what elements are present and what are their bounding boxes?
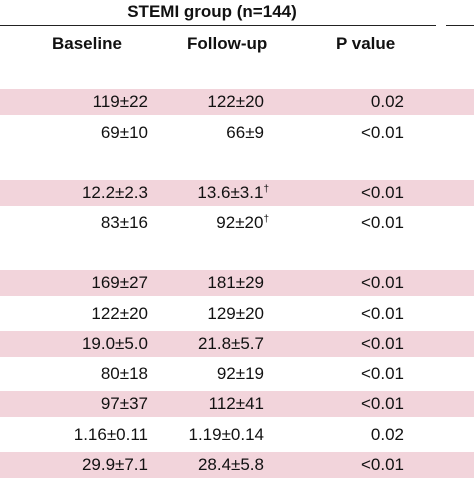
followup-value: 92±19	[216, 364, 264, 383]
baseline-cell: 19.0±5.0	[81, 334, 148, 353]
pvalue-cell: <0.01	[360, 364, 404, 383]
table-row: 80±18 92±19 <0.01	[0, 361, 474, 387]
followup-value: 112±41	[208, 394, 264, 413]
title-rule	[0, 25, 436, 26]
header-pvalue: P value	[336, 34, 396, 53]
followup-value: 122±20	[207, 92, 264, 111]
baseline-cell: 122±20	[91, 304, 148, 323]
followup-cell: 13.6±3.1†	[197, 180, 269, 206]
table-row: 12.2±2.3 13.6±3.1† <0.01	[0, 180, 474, 206]
followup-value: 66±9	[226, 123, 264, 142]
followup-cell: 1.19±0.14	[188, 422, 264, 448]
followup-cell: 66±9	[226, 120, 264, 146]
pvalue-cell: <0.01	[360, 213, 404, 232]
table-row: 69±10 66±9 <0.01	[0, 120, 474, 146]
table-row: 97±37 112±41 <0.01	[0, 391, 474, 417]
pvalue-cell: <0.01	[360, 183, 404, 202]
pvalue-cell: <0.01	[360, 334, 404, 353]
followup-cell: 181±29	[207, 270, 264, 296]
followup-value: 13.6±3.1	[197, 183, 264, 202]
title-rule-adjacent	[446, 25, 474, 26]
dagger-mark: †	[263, 214, 269, 225]
baseline-cell: 29.9±7.1	[81, 455, 148, 474]
followup-cell: 129±20	[207, 301, 264, 327]
followup-value: 1.19±0.14	[188, 425, 264, 444]
pvalue-cell: <0.01	[360, 304, 404, 323]
table-row: 169±27 181±29 <0.01	[0, 270, 474, 296]
followup-value: 181±29	[207, 273, 264, 292]
group-title: STEMI group (n=144)	[127, 2, 297, 21]
table-row: 83±16 92±20† <0.01	[0, 210, 474, 236]
table-row: 29.9±7.1 28.4±5.8 <0.01	[0, 452, 474, 478]
baseline-cell: 83±16	[100, 213, 148, 232]
followup-cell: 28.4±5.8	[198, 452, 264, 478]
followup-cell: 122±20	[207, 89, 264, 115]
baseline-cell: 97±37	[100, 394, 148, 413]
pvalue-cell: <0.01	[360, 455, 404, 474]
header-baseline: Baseline	[52, 34, 122, 53]
baseline-cell: 69±10	[100, 123, 148, 142]
pvalue-cell: <0.01	[360, 273, 404, 292]
pvalue-cell: 0.02	[370, 425, 404, 444]
baseline-cell: 169±27	[91, 273, 148, 292]
followup-value: 129±20	[207, 304, 264, 323]
table-row: 1.16±0.11 1.19±0.14 0.02	[0, 422, 474, 448]
baseline-cell: 80±18	[100, 364, 148, 383]
followup-cell: 21.8±5.7	[198, 331, 264, 357]
followup-value: 28.4±5.8	[197, 455, 264, 474]
baseline-cell: 119±22	[92, 92, 148, 111]
baseline-cell: 12.2±2.3	[81, 183, 148, 202]
table-row: 19.0±5.0 21.8±5.7 <0.01	[0, 331, 474, 357]
dagger-mark: †	[263, 184, 269, 195]
table-row: 119±22 122±20 0.02	[0, 89, 474, 115]
header-followup: Follow-up	[187, 34, 268, 53]
pvalue-cell: 0.02	[370, 92, 404, 111]
followup-cell: 92±19	[217, 361, 264, 387]
pvalue-cell: <0.01	[360, 123, 404, 142]
followup-value: 92±20	[216, 213, 264, 232]
followup-value: 21.8±5.7	[197, 334, 264, 353]
followup-cell: 92±20†	[216, 210, 269, 236]
followup-cell: 112±41	[209, 391, 264, 417]
pvalue-cell: <0.01	[360, 394, 404, 413]
baseline-cell: 1.16±0.11	[73, 425, 148, 444]
table-row: 122±20 129±20 <0.01	[0, 301, 474, 327]
